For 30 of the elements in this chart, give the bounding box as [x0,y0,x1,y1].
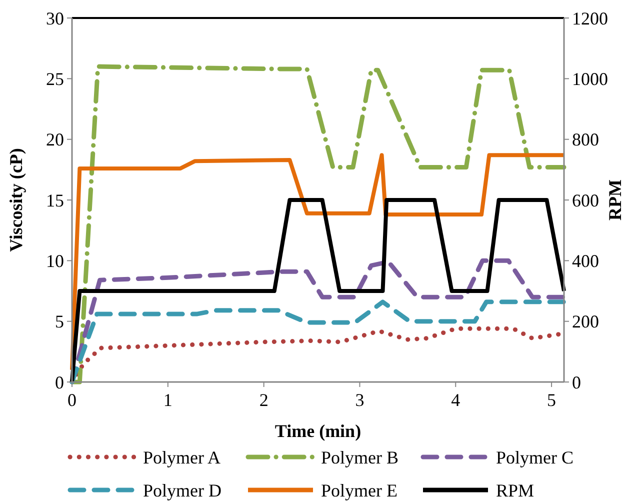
legend-label: Polymer D [143,480,222,500]
x-tick-label: 3 [355,390,364,410]
y-tick-label: 20 [46,130,64,150]
x-tick-label: 1 [163,390,172,410]
y-tick-label: 15 [46,190,64,210]
x-tick-label: 5 [547,390,556,410]
y2-tick-label: 400 [572,250,599,271]
y2-tick-label: 600 [572,190,599,210]
y-axis-title: Viscosity (cP) [6,148,26,252]
y-tick-label: 10 [46,250,64,271]
x-axis-title: Time (min) [274,421,362,441]
y2-tick-label: 200 [572,312,599,332]
legend-label: Polymer E [321,480,398,500]
y2-tick-label: 1200 [572,8,608,28]
y2-axis-title: RPM [605,180,625,220]
y-tick-label: 5 [55,312,64,332]
line-series [70,153,566,372]
y2-tick-label: 0 [572,372,581,392]
x-tick-label: 0 [68,390,76,410]
x-tick-label: 2 [259,390,268,410]
legend-label: Polymer A [143,447,221,468]
y2-tick-label: 1000 [572,68,608,89]
x-tick-label: 4 [451,390,460,410]
legend-label: Polymer C [496,447,574,468]
y2-tick-label: 800 [572,130,599,150]
legend-label: RPM [496,480,534,500]
y-tick-label: 0 [55,372,64,392]
y-tick-label: 30 [46,8,64,28]
y-tick-label: 25 [46,68,64,89]
legend-label: Polymer B [321,447,399,468]
